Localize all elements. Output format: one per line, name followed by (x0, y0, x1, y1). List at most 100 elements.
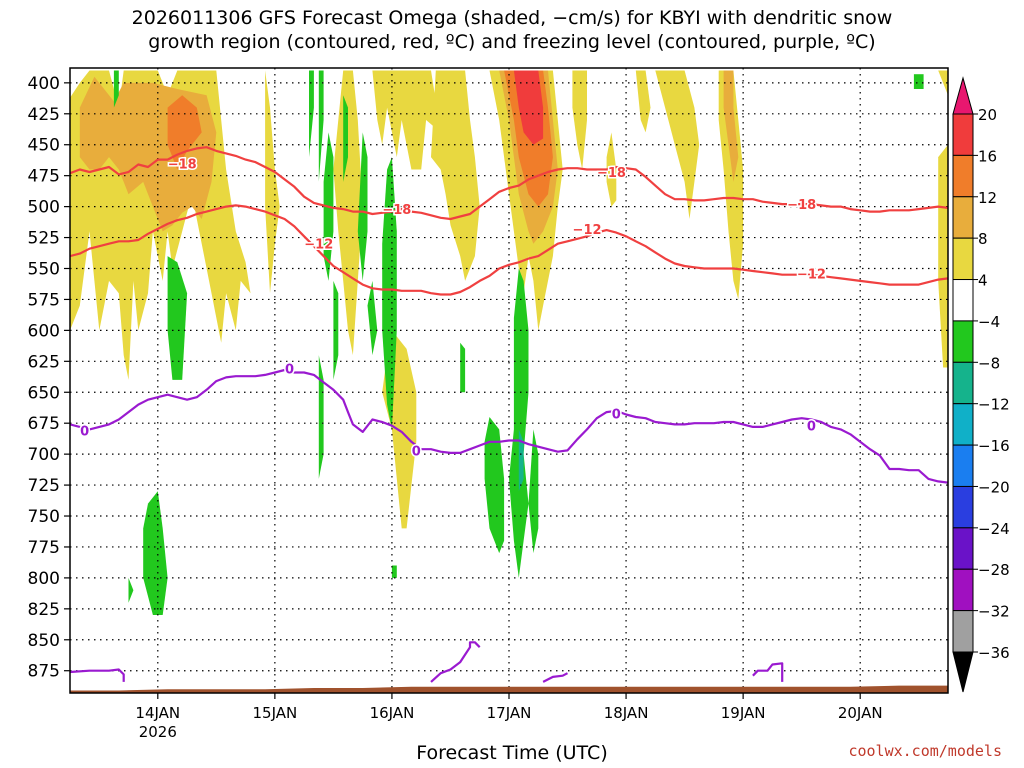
colorbar-label: −24 (978, 520, 1010, 538)
y-tick-label: 750 (28, 507, 60, 527)
contour-line (430, 641, 481, 683)
x-tick-label: 19JAN (721, 704, 766, 722)
omega-region-c12 (167, 95, 202, 170)
y-tick-label: 425 (28, 105, 60, 125)
colorbar-label: 16 (978, 147, 997, 165)
colorbar-swatch (952, 279, 974, 322)
omega-region-c4 (938, 144, 948, 368)
x-tick-label: 16JAN (370, 704, 415, 722)
colorbar-label: −28 (978, 561, 1010, 579)
contour-label: −18 (382, 203, 411, 218)
contour-label: −12 (573, 223, 602, 238)
omega-region-neg4 (484, 417, 505, 554)
y-tick-label: 625 (28, 352, 60, 372)
y-tick-label: 875 (28, 662, 60, 682)
omega-region-c4 (372, 70, 441, 170)
y-tick-label: 675 (28, 414, 60, 434)
colorbar-swatch (952, 610, 974, 653)
contour-line (70, 368, 948, 484)
omega-region-neg4 (528, 429, 539, 554)
chart-title: 2026011306 GFS Forecast Omega (shaded, −… (0, 6, 1024, 54)
contour-line (752, 662, 784, 682)
colorbar-label: −20 (978, 478, 1010, 496)
y-tick-label: 550 (28, 259, 60, 279)
omega-region-neg4 (357, 132, 368, 281)
omega-region-neg4 (318, 70, 324, 182)
y-tick-label: 475 (28, 167, 60, 187)
omega-region-c4 (572, 70, 587, 170)
colorbar-label: −12 (978, 396, 1010, 414)
x-tick-label: 15JAN (252, 704, 297, 722)
omega-region-c16 (513, 70, 544, 145)
omega-region-neg4 (167, 256, 188, 380)
y-tick-label: 850 (28, 631, 60, 651)
omega-region-neg4 (382, 157, 397, 430)
omega-region-neg4 (333, 280, 339, 380)
colorbar-bottom-arrow (952, 651, 974, 693)
plot-area: −18 −18 −18 −18 −12 −12 −12 0 0 0 0 0 400 425 450 475 50… (28, 67, 949, 741)
y-tick-label: 725 (28, 476, 60, 496)
contour-label: −18 (597, 166, 626, 181)
contour-line (70, 668, 125, 682)
contour-label: 0 (285, 363, 294, 378)
title-line-2: growth region (contoured, red, ºC) and f… (148, 31, 876, 53)
credit-text: coolwx.com/models (848, 742, 1002, 760)
colorbar-swatch (952, 403, 974, 446)
omega-region-c4 (635, 70, 651, 133)
colorbar-swatch (952, 237, 974, 281)
colorbar-swatch (952, 485, 974, 529)
contour-label: −18 (168, 157, 197, 172)
colorbar-label: 12 (978, 189, 997, 207)
terrain-fill (70, 685, 948, 693)
colorbar-swatch (952, 196, 974, 239)
x-tick-sublabel: 2026 (139, 723, 177, 741)
omega-region-neg8 (518, 429, 524, 492)
omega-region-neg4 (460, 342, 466, 393)
contour-line (70, 146, 948, 221)
contour-label: 0 (412, 444, 421, 459)
colorbar-swatch (952, 154, 974, 198)
title-line-1: 2026011306 GFS Forecast Omega (shaded, −… (131, 7, 893, 29)
y-tick-label: 575 (28, 290, 60, 310)
colorbar-swatch (952, 361, 974, 405)
contour-label: −12 (304, 238, 333, 253)
omega-region-neg4 (913, 74, 924, 89)
y-tick-label: 800 (28, 569, 60, 589)
omega-region-neg4 (128, 553, 134, 603)
omega-region-neg4 (391, 565, 397, 578)
colorbar-swatch (952, 527, 974, 570)
contour-line (542, 672, 569, 683)
y-tick-label: 650 (28, 383, 60, 403)
y-tick-label: 450 (28, 136, 60, 156)
colorbar-swatch (952, 444, 974, 487)
omega-region-c4 (333, 70, 363, 356)
y-tick-label: 525 (28, 229, 60, 249)
x-tick-label: 14JAN (135, 704, 180, 722)
colorbar-label: −32 (978, 603, 1010, 621)
y-tick-label: 500 (28, 198, 60, 218)
omega-region-neg4 (367, 280, 378, 356)
y-tick-label: 775 (28, 538, 60, 558)
omega-region-neg4 (318, 355, 324, 479)
omega-region-neg4 (143, 491, 168, 615)
y-tick-label: 600 (28, 321, 60, 341)
contour-label: 0 (807, 420, 816, 435)
omega-region-neg4 (113, 70, 119, 108)
contour-label: −18 (787, 198, 816, 213)
colorbar: 20 16 12 8 4 −4 −8 −12 −16 −20 −24 −28 −32 −36 (952, 76, 1010, 693)
x-tick-label: 20JAN (838, 704, 883, 722)
contour-label: 0 (612, 407, 621, 422)
x-axis-label: Forecast Time (UTC) (416, 742, 608, 764)
colorbar-label: −8 (978, 354, 1000, 372)
y-tick-label: 700 (28, 445, 60, 465)
plot-content: −18 −18 −18 −18 −12 −12 −12 0 0 0 0 0 (70, 68, 948, 693)
omega-region-neg4 (509, 268, 529, 578)
contour-label: 0 (80, 425, 89, 440)
y-tick-label: 825 (28, 600, 60, 620)
contour-line (70, 204, 948, 296)
x-tick-label: 18JAN (604, 704, 649, 722)
omega-region-c4 (938, 70, 948, 96)
omega-region-c4 (718, 70, 744, 300)
omega-region-c4 (606, 132, 617, 207)
